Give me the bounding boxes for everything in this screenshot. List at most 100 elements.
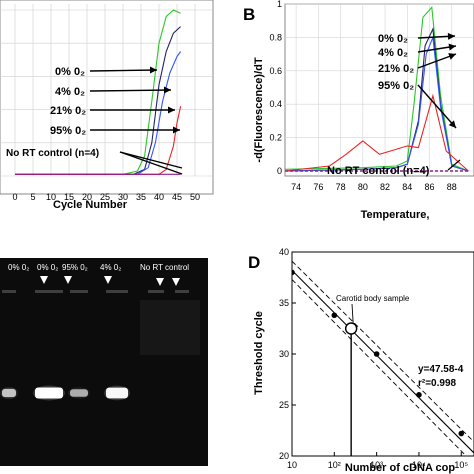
- panel-b-annotations: 0% 0₂ 4% 0₂ 21% 0₂ 95% 0₂ No RT control (n=4…: [327, 32, 461, 177]
- gel-lane-label: No RT control: [140, 263, 189, 272]
- y-tick-label: 0.8: [269, 32, 282, 42]
- x-tick-label: 40: [154, 192, 164, 202]
- x-tick-label: 86: [425, 182, 435, 192]
- panel-a-xlabel: Cycle Number: [53, 199, 128, 211]
- gel-lane-marker: [64, 276, 72, 284]
- x-tick-label: 10⁴: [412, 460, 426, 470]
- y-tick-label: 20: [279, 451, 289, 461]
- panel-a-amplification-chart: 0 5 10 15 20 25 30 35 40 45 50 Cycle Number 0% 0₂ 4…: [0, 0, 214, 211]
- x-tick-label: 35: [136, 192, 146, 202]
- y-tick-label: 0.6: [269, 66, 282, 76]
- y-tick-label: 0.2: [269, 133, 282, 143]
- series-line-ninetyfive: [285, 93, 469, 172]
- annotation-arrowhead: [168, 106, 175, 114]
- fit-line: [292, 269, 474, 454]
- x-tick-label: 84: [402, 182, 412, 192]
- gel-well: [148, 290, 164, 293]
- data-point: [331, 312, 338, 319]
- fit-line: [292, 279, 467, 456]
- y-tick-label: 0: [277, 166, 282, 176]
- annotation-arrowhead: [164, 86, 171, 94]
- x-tick-label: 80: [358, 182, 368, 192]
- annotation-label: 95% 0₂: [378, 80, 414, 92]
- annotation-label: No RT control (n=4): [6, 148, 99, 159]
- x-tick-label: 74: [291, 182, 301, 192]
- gel-band: [35, 387, 63, 399]
- series-line-four: [15, 26, 181, 175]
- annotation-arrow: [119, 151, 183, 175]
- annotation-label: 4% 0₂: [378, 47, 408, 59]
- annotation-label: 21% 0₂: [50, 105, 86, 117]
- annotation-label: 0% 0₂: [55, 66, 85, 78]
- annotation-label: No RT control (n=4): [327, 165, 430, 177]
- panel-a-series: [15, 9, 182, 175]
- x-tick-label: 10: [287, 460, 297, 470]
- annotation-label: 4% 0₂: [55, 86, 85, 98]
- gel-background: [0, 258, 208, 466]
- x-tick-label: 25: [100, 192, 110, 202]
- series-line-twentyone: [15, 51, 182, 175]
- annotation-arrowhead: [448, 120, 456, 128]
- panel-b-xlabel: Temperature,: [361, 209, 430, 221]
- y-tick-label: 30: [279, 349, 289, 359]
- y-tick-label: 35: [279, 298, 289, 308]
- panel-b-tick-labels: 74 76 78 80 82 84 86 88 0 0.2 0.4 0.6 0.8 1: [269, 0, 456, 192]
- data-point: [292, 269, 295, 276]
- x-tick-label: 15: [64, 192, 74, 202]
- gel-well: [2, 290, 16, 293]
- gel-well: [35, 290, 63, 293]
- data-point: [373, 351, 380, 357]
- panel-a-annotations: 0% 0₂ 4% 0₂ 21% 0₂ 95% 0₂ No RT control (n=4…: [6, 66, 183, 175]
- x-tick-label: 20: [82, 192, 92, 202]
- series-line-zero: [285, 5, 469, 172]
- x-tick-label: 0: [12, 192, 17, 202]
- gel-well: [175, 290, 189, 293]
- annotation-label: y=47.58-4: [418, 364, 464, 375]
- annotation-arrow: [89, 69, 158, 72]
- annotation-arrowhead: [448, 43, 456, 51]
- gel-band: [2, 388, 16, 398]
- gel-lane-label: 4% 0₂: [100, 263, 121, 272]
- panel-b-letter: B: [243, 5, 255, 24]
- annotation-arrowhead: [150, 66, 157, 74]
- annotation-arrow: [351, 303, 354, 323]
- gel-lane-marker: [104, 276, 112, 284]
- annotation-label: Carotid body sample: [336, 294, 410, 303]
- gel-band: [70, 389, 88, 397]
- gel-smear: [140, 300, 200, 355]
- annotation-arrowhead: [447, 32, 455, 40]
- x-tick-label: 76: [313, 182, 323, 192]
- panel-d-standard-curve-chart: D 20 25 30 35 40 10 10² 10³ 10⁴ 10⁵ Threshold cyc…: [248, 247, 474, 474]
- panel-d-ylabel: Threshold cycle: [253, 311, 265, 395]
- fit-line: [292, 260, 474, 443]
- x-tick-label: 82: [380, 182, 390, 192]
- gel-lane-marker: [172, 278, 180, 286]
- gel-lane-label: 95% 0₂: [62, 263, 88, 272]
- gel-band: [106, 387, 128, 399]
- x-tick-label: 10³: [370, 460, 383, 470]
- x-tick-label: 10²: [328, 460, 341, 470]
- sample-marker: [344, 322, 358, 335]
- x-tick-label: 30: [118, 192, 128, 202]
- y-tick-label: 25: [279, 400, 289, 410]
- x-tick-label: 45: [172, 192, 182, 202]
- panel-d-tick-labels: 20 25 30 35 40 10 10² 10³ 10⁴ 10⁵: [279, 247, 468, 470]
- gel-well: [70, 290, 88, 293]
- annotation-label: 0% 0₂: [378, 33, 408, 45]
- gel-lane-label: 0% 0₂: [8, 263, 29, 272]
- panel-d-xlabel: Number of cDNA cop: [345, 462, 455, 474]
- y-tick-label: 0.4: [269, 99, 282, 109]
- panel-d-annotations: Carotid body sample y=47.58-4 r²=0.998: [336, 294, 464, 389]
- panel-a-tick-labels: 0 5 10 15 20 25 30 35 40 45 50: [12, 192, 200, 202]
- data-point: [458, 430, 465, 437]
- annotation-label: 95% 0₂: [50, 125, 86, 137]
- panel-d-fit-lines: [292, 260, 474, 456]
- annotation-label: r²=0.998: [418, 378, 457, 389]
- gel-lane-label: 0% 0₂: [37, 263, 58, 272]
- x-tick-label: 10: [46, 192, 56, 202]
- annotation-arrowhead: [448, 53, 456, 60]
- data-point: [416, 392, 422, 398]
- x-tick-label: 50: [190, 192, 200, 202]
- x-tick-label: 78: [336, 182, 346, 192]
